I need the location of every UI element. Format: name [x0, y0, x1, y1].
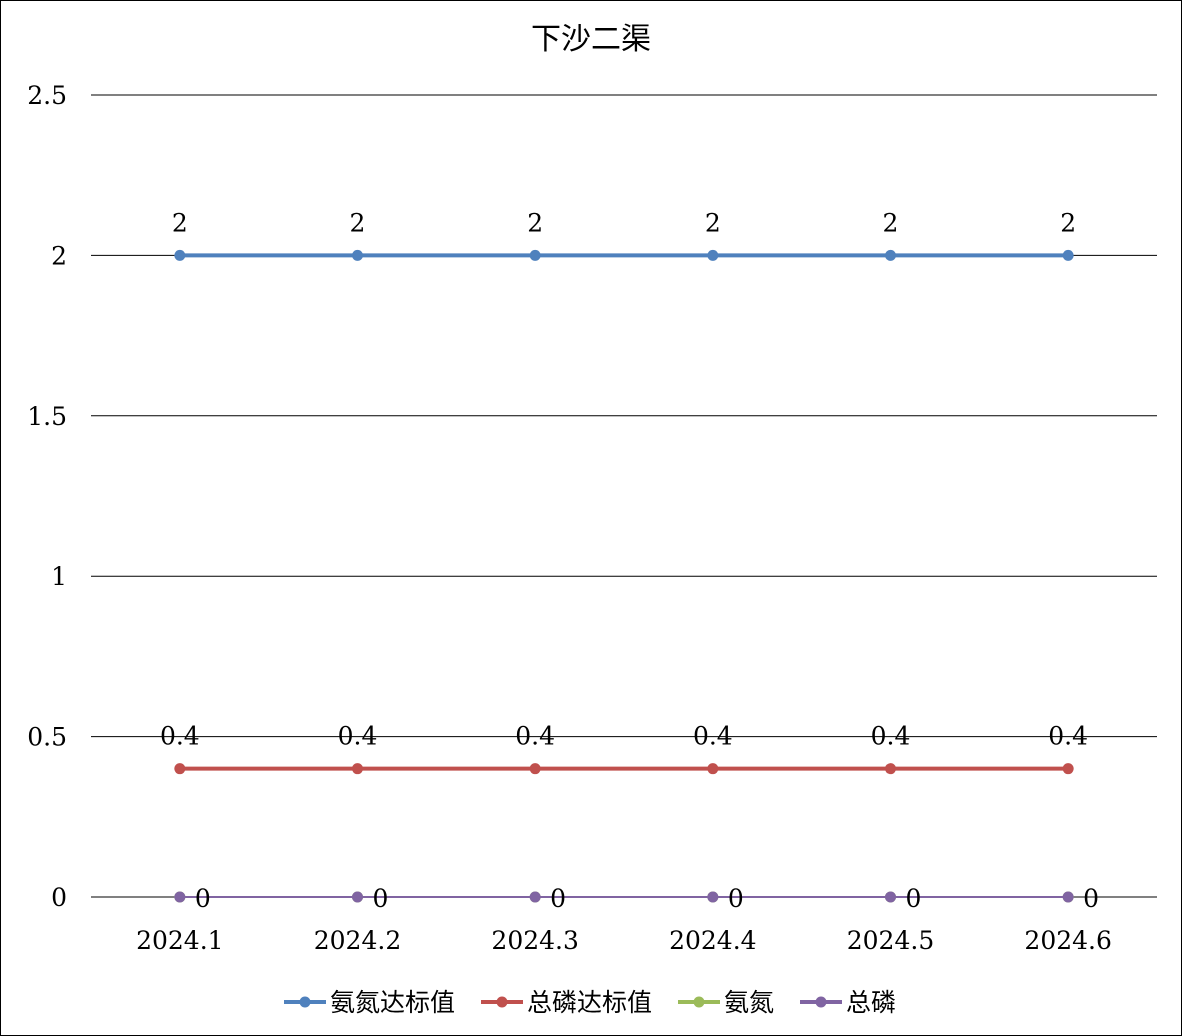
- x-tick-label: 2024.6: [1024, 926, 1111, 955]
- data-label: 0.4: [160, 722, 200, 751]
- y-tick-label: 2: [51, 241, 67, 270]
- x-tick-label: 2024.3: [491, 926, 578, 955]
- data-point: [707, 249, 719, 261]
- data-label: 0.4: [1048, 722, 1088, 751]
- y-tick-label: 1.5: [27, 402, 67, 431]
- data-point: [1062, 891, 1074, 903]
- x-tick-label: 2024.1: [136, 926, 223, 955]
- data-label: 0.4: [693, 722, 733, 751]
- data-point: [1062, 763, 1074, 775]
- data-point: [529, 249, 541, 261]
- data-label: 0: [373, 884, 389, 913]
- data-label: 2: [527, 208, 543, 237]
- legend-label: 总磷: [846, 988, 896, 1017]
- data-labels: 2 2 2 2 2 2 0.4 0.4 0.4 0.4 0.4 0.4 0 0 0 0 0 0: [160, 208, 1099, 913]
- y-axis-tick-labels: 0 0.5 1 1.5 2 2.5: [27, 81, 67, 912]
- legend: 氨氮达标值 总磷达标值 氨氮 总磷: [284, 988, 896, 1017]
- x-axis-tick-labels: 2024.1 2024.2 2024.3 2024.4 2024.5 2024.6: [136, 926, 1112, 955]
- y-tick-label: 0: [51, 883, 67, 912]
- data-point: [352, 763, 363, 775]
- chart-title: 下沙二渠: [531, 22, 651, 57]
- data-point: [352, 891, 363, 903]
- data-label: 2: [1060, 208, 1076, 237]
- data-label: 2: [172, 208, 188, 237]
- series-group: [174, 249, 1074, 903]
- y-tick-label: 0.5: [27, 723, 67, 752]
- legend-label: 总磷达标值: [527, 988, 652, 1017]
- data-point: [1062, 249, 1074, 261]
- data-point: [529, 763, 541, 775]
- data-point: [885, 249, 896, 261]
- data-point: [707, 763, 719, 775]
- data-label: 0.4: [515, 722, 555, 751]
- data-label: 0: [195, 884, 211, 913]
- x-tick-label: 2024.2: [314, 926, 401, 955]
- legend-swatch-marker: [693, 996, 705, 1008]
- data-point: [885, 891, 896, 903]
- legend-swatch-marker: [496, 996, 508, 1008]
- x-tick-label: 2024.5: [847, 926, 934, 955]
- legend-label: 氨氮: [724, 988, 774, 1017]
- gridlines: [91, 94, 1157, 898]
- y-tick-label: 2.5: [27, 81, 67, 110]
- legend-swatch-marker: [815, 996, 827, 1008]
- data-point: [885, 763, 896, 775]
- data-point: [529, 891, 541, 903]
- data-label: 0.4: [871, 722, 911, 751]
- data-label: 0: [1083, 884, 1099, 913]
- data-label: 2: [350, 208, 366, 237]
- legend-label: 氨氮达标值: [330, 988, 455, 1017]
- data-point: [174, 249, 186, 261]
- data-label: 2: [883, 208, 899, 237]
- data-label: 0: [906, 884, 922, 913]
- legend-swatch-marker: [299, 996, 311, 1008]
- y-tick-label: 1: [51, 562, 67, 591]
- data-label: 0.4: [338, 722, 378, 751]
- data-point: [352, 249, 363, 261]
- data-point: [174, 763, 186, 775]
- data-label: 0: [550, 884, 566, 913]
- data-label: 2: [705, 208, 721, 237]
- x-tick-label: 2024.4: [669, 926, 756, 955]
- data-point: [174, 891, 186, 903]
- data-point: [707, 891, 719, 903]
- data-label: 0: [728, 884, 744, 913]
